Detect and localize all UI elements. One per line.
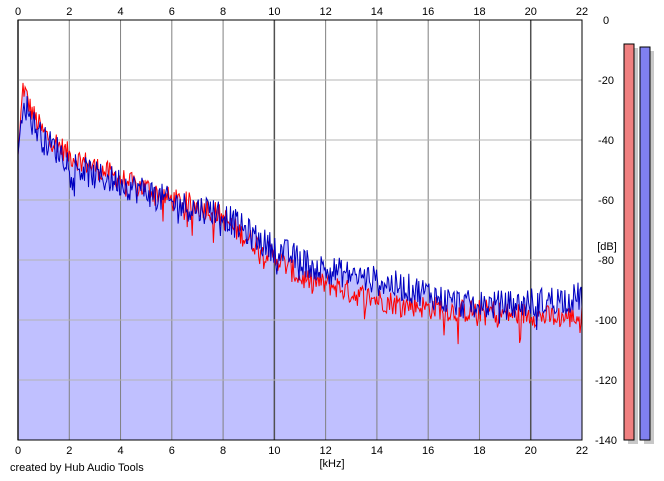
- x-tick-label-top: 0: [15, 6, 21, 18]
- series-line-right: [17, 96, 583, 331]
- x-tick-label-bottom: 0: [15, 445, 21, 457]
- x-tick-label-bottom: 2: [66, 445, 72, 457]
- y-tick-label: -60: [598, 195, 614, 207]
- x-tick-label-top: 20: [525, 6, 537, 18]
- x-tick-label-bottom: 12: [320, 445, 332, 457]
- y-tick-label: -140: [595, 435, 617, 447]
- y-tick-label: -20: [598, 75, 614, 87]
- x-tick-label-top: 2: [66, 6, 72, 18]
- x-tick-label-bottom: 4: [117, 445, 123, 457]
- x-tick-label-bottom: 6: [169, 445, 175, 457]
- y-tick-label: -100: [595, 315, 617, 327]
- level-meters: [623, 43, 654, 444]
- x-tick-label-top: 14: [371, 6, 383, 18]
- credit-text: created by Hub Audio Tools: [10, 462, 144, 474]
- meter-bar-left: [623, 43, 635, 441]
- y-tick-label: 0: [603, 15, 609, 27]
- x-tick-label-top: 12: [320, 6, 332, 18]
- x-tick-label-top: 22: [576, 6, 588, 18]
- y-tick-label: -40: [598, 135, 614, 147]
- x-tick-label-bottom: 10: [268, 445, 280, 457]
- x-axis-label: [kHz]: [319, 458, 344, 470]
- x-tick-label-bottom: 8: [220, 445, 226, 457]
- x-tick-label-top: 18: [473, 6, 485, 18]
- grid-layer: [17, 19, 583, 441]
- x-tick-label-bottom: 16: [422, 445, 434, 457]
- y-tick-label: -120: [595, 375, 617, 387]
- x-tick-label-top: 16: [422, 6, 434, 18]
- tick-label-layer: 002244668810101212141416161818202022220-…: [15, 6, 617, 457]
- x-tick-label-bottom: 14: [371, 445, 383, 457]
- x-tick-label-top: 8: [220, 6, 226, 18]
- x-tick-label-bottom: 18: [473, 445, 485, 457]
- x-tick-label-bottom: 22: [576, 445, 588, 457]
- x-tick-label-top: 10: [268, 6, 280, 18]
- y-axis-label: [dB]: [597, 241, 617, 253]
- y-tick-label: -80: [598, 255, 614, 267]
- plot-frame: [17, 19, 583, 441]
- x-tick-label-bottom: 20: [525, 445, 537, 457]
- series-layer: [17, 82, 583, 345]
- x-tick-label-top: 6: [169, 6, 175, 18]
- meter-bar-right: [639, 46, 651, 441]
- x-tick-label-top: 4: [117, 6, 123, 18]
